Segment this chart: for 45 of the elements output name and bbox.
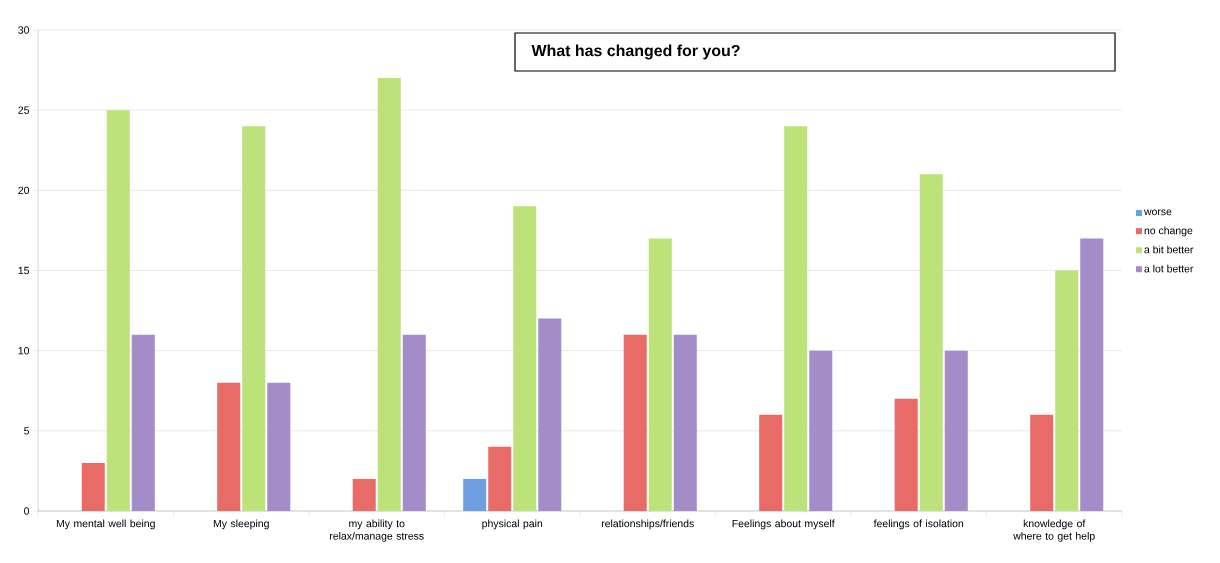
bar xyxy=(784,126,808,511)
x-tick-label: my ability to relax/manage stress xyxy=(330,519,424,542)
bar xyxy=(919,174,943,511)
bar xyxy=(944,350,968,511)
bar xyxy=(81,462,105,511)
legend-label: a bit better xyxy=(1144,245,1194,254)
bar xyxy=(1030,414,1054,511)
y-tick-label: 10 xyxy=(18,346,30,355)
x-tick-label: physical pain xyxy=(482,519,543,530)
bar xyxy=(106,110,130,511)
x-tick-label: relationships/friends xyxy=(601,519,694,530)
bar xyxy=(759,414,783,511)
bar xyxy=(648,238,672,511)
bar xyxy=(267,382,291,511)
x-tick-label: knowledge of where to get help xyxy=(1013,519,1095,542)
bar xyxy=(217,382,241,511)
legend-label: no change xyxy=(1144,226,1193,237)
legend-label: worse xyxy=(1143,209,1172,216)
y-tick-label: 25 xyxy=(18,106,30,114)
legend-label: a lot better xyxy=(1144,264,1194,273)
bar xyxy=(402,334,426,511)
text: What has changed for you? xyxy=(531,44,740,60)
y-tick-label: 20 xyxy=(18,186,30,195)
bar xyxy=(242,126,266,511)
y-tick-label: 5 xyxy=(24,427,30,435)
bar xyxy=(1055,270,1079,511)
bar xyxy=(1080,238,1104,511)
bar xyxy=(538,318,562,511)
bar xyxy=(463,478,487,511)
y-tick-label: 15 xyxy=(18,266,30,275)
bar xyxy=(623,334,647,511)
bar xyxy=(488,446,512,511)
x-tick-label: My mental well being xyxy=(56,519,155,530)
y-tick-label: 0 xyxy=(24,507,30,515)
bar xyxy=(377,78,401,511)
x-tick-label: Feelings about myself xyxy=(732,519,835,530)
x-tick-label: feelings of isolation xyxy=(873,519,964,530)
x-tick-label: My sleeping xyxy=(213,519,269,530)
y-tick-label: 30 xyxy=(18,26,30,34)
bar xyxy=(894,398,918,511)
bar xyxy=(809,350,833,511)
bar xyxy=(131,334,155,511)
bar xyxy=(513,206,537,511)
bar xyxy=(352,478,376,511)
bar xyxy=(673,334,697,511)
